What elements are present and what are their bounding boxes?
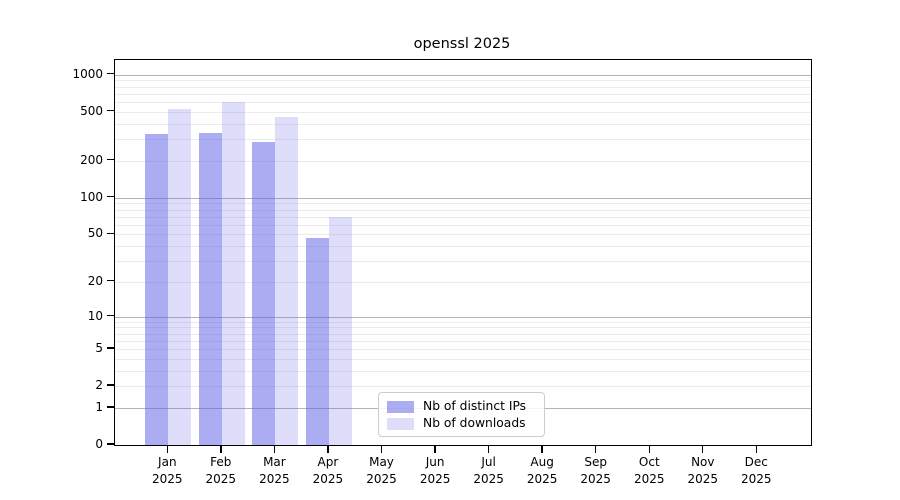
bar-downloads-apr bbox=[328, 216, 352, 445]
legend-swatch-downloads bbox=[387, 417, 414, 430]
x-tick-label-jun: Jun 2025 bbox=[419, 455, 451, 486]
legend-label-downloads: Nb of downloads bbox=[423, 416, 526, 430]
gridline-300 bbox=[115, 139, 811, 141]
x-tick-label-apr: Apr 2025 bbox=[312, 455, 344, 486]
gridline-20 bbox=[115, 281, 811, 283]
gridline-9 bbox=[115, 321, 811, 323]
x-tick-label-oct: Oct 2025 bbox=[634, 455, 665, 486]
x-tick-apr bbox=[327, 445, 329, 453]
gridline-100 bbox=[115, 197, 811, 199]
y-tick-label-1: 1 bbox=[95, 399, 103, 414]
x-tick-aug bbox=[541, 445, 543, 453]
legend-entry-downloads: Nb of downloads bbox=[387, 416, 536, 432]
y-tick-0 bbox=[107, 443, 114, 445]
x-tick-oct bbox=[648, 445, 650, 453]
y-tick-10 bbox=[107, 314, 114, 317]
gridline-6 bbox=[115, 340, 811, 342]
gridline-7 bbox=[115, 333, 811, 335]
x-tick-jul bbox=[487, 445, 490, 453]
chart-title: openssl 2025 bbox=[413, 36, 511, 52]
bar-distinct-ips-feb bbox=[198, 133, 222, 445]
y-tick-label-500: 500 bbox=[80, 103, 103, 118]
y-tick-500 bbox=[107, 110, 114, 112]
x-tick-label-jul: Jul 2025 bbox=[473, 455, 504, 486]
bar-downloads-mar bbox=[275, 117, 299, 445]
legend-label-distinct-ips: Nb of distinct IPs bbox=[423, 399, 527, 413]
gridline-2 bbox=[115, 386, 811, 388]
gridline-1000 bbox=[115, 74, 811, 76]
x-tick-dec bbox=[755, 445, 757, 453]
x-tick-may bbox=[380, 445, 383, 453]
gridline-3 bbox=[115, 370, 811, 372]
x-tick-label-sep: Sep 2025 bbox=[580, 455, 611, 486]
y-tick-100 bbox=[107, 196, 114, 198]
gridline-8 bbox=[115, 327, 811, 329]
gridline-900 bbox=[115, 80, 811, 82]
gridline-700 bbox=[115, 93, 811, 95]
x-tick-label-aug: Aug 2025 bbox=[526, 455, 558, 486]
y-tick-label-2: 2 bbox=[95, 378, 103, 393]
gridline-50 bbox=[115, 234, 811, 236]
x-tick-mar bbox=[273, 445, 276, 453]
y-tick-1 bbox=[107, 406, 114, 408]
y-tick-5 bbox=[107, 347, 114, 349]
y-tick-label-0: 0 bbox=[95, 437, 103, 451]
x-tick-label-feb: Feb 2025 bbox=[205, 455, 237, 486]
gridline-600 bbox=[115, 102, 811, 104]
y-tick-label-200: 200 bbox=[80, 152, 103, 167]
x-tick-jan bbox=[166, 445, 168, 453]
y-tick-label-20: 20 bbox=[87, 273, 103, 288]
y-tick-label-50: 50 bbox=[87, 226, 103, 241]
x-tick-sep bbox=[595, 445, 597, 453]
gridline-4 bbox=[115, 358, 811, 360]
x-tick-label-jan: Jan 2025 bbox=[152, 455, 183, 486]
y-tick-1000 bbox=[107, 73, 114, 75]
y-tick-20 bbox=[107, 280, 114, 282]
y-tick-50 bbox=[107, 232, 114, 234]
x-tick-feb bbox=[220, 445, 222, 453]
gridline-5 bbox=[115, 349, 811, 350]
gridline-400 bbox=[115, 123, 811, 125]
gridline-40 bbox=[115, 246, 811, 247]
y-tick-label-1000: 1000 bbox=[72, 66, 103, 81]
bar-distinct-ips-jan bbox=[145, 134, 169, 445]
x-tick-jun bbox=[434, 445, 436, 453]
legend-swatch-distinct-ips bbox=[387, 400, 414, 413]
gridline-60 bbox=[115, 224, 811, 226]
gridline-10 bbox=[115, 316, 811, 318]
plot-area bbox=[114, 59, 812, 446]
bar-distinct-ips-apr bbox=[305, 237, 329, 445]
gridline-30 bbox=[115, 261, 811, 262]
y-tick-200 bbox=[107, 159, 114, 161]
y-tick-label-100: 100 bbox=[80, 189, 103, 204]
gridline-80 bbox=[115, 209, 811, 211]
legend: Nb of distinct IPs Nb of downloads bbox=[378, 392, 545, 437]
y-tick-label-10: 10 bbox=[87, 308, 103, 323]
x-tick-label-may: May 2025 bbox=[366, 455, 397, 486]
bar-downloads-feb bbox=[221, 102, 245, 445]
x-tick-nov bbox=[702, 445, 704, 453]
x-tick-label-nov: Nov 2025 bbox=[687, 455, 719, 486]
legend-entry-distinct-ips: Nb of distinct IPs bbox=[387, 399, 536, 415]
gridline-800 bbox=[115, 86, 811, 88]
y-tick-label-5: 5 bbox=[95, 341, 103, 355]
y-tick-2 bbox=[107, 384, 114, 386]
gridline-90 bbox=[115, 203, 811, 205]
x-tick-label-dec: Dec 2025 bbox=[741, 455, 772, 486]
x-tick-label-mar: Mar 2025 bbox=[259, 455, 290, 486]
gridline-500 bbox=[115, 111, 811, 113]
gridline-70 bbox=[115, 216, 811, 218]
bar-downloads-jan bbox=[168, 109, 192, 445]
gridline-200 bbox=[115, 160, 811, 162]
bar-distinct-ips-mar bbox=[252, 142, 276, 445]
